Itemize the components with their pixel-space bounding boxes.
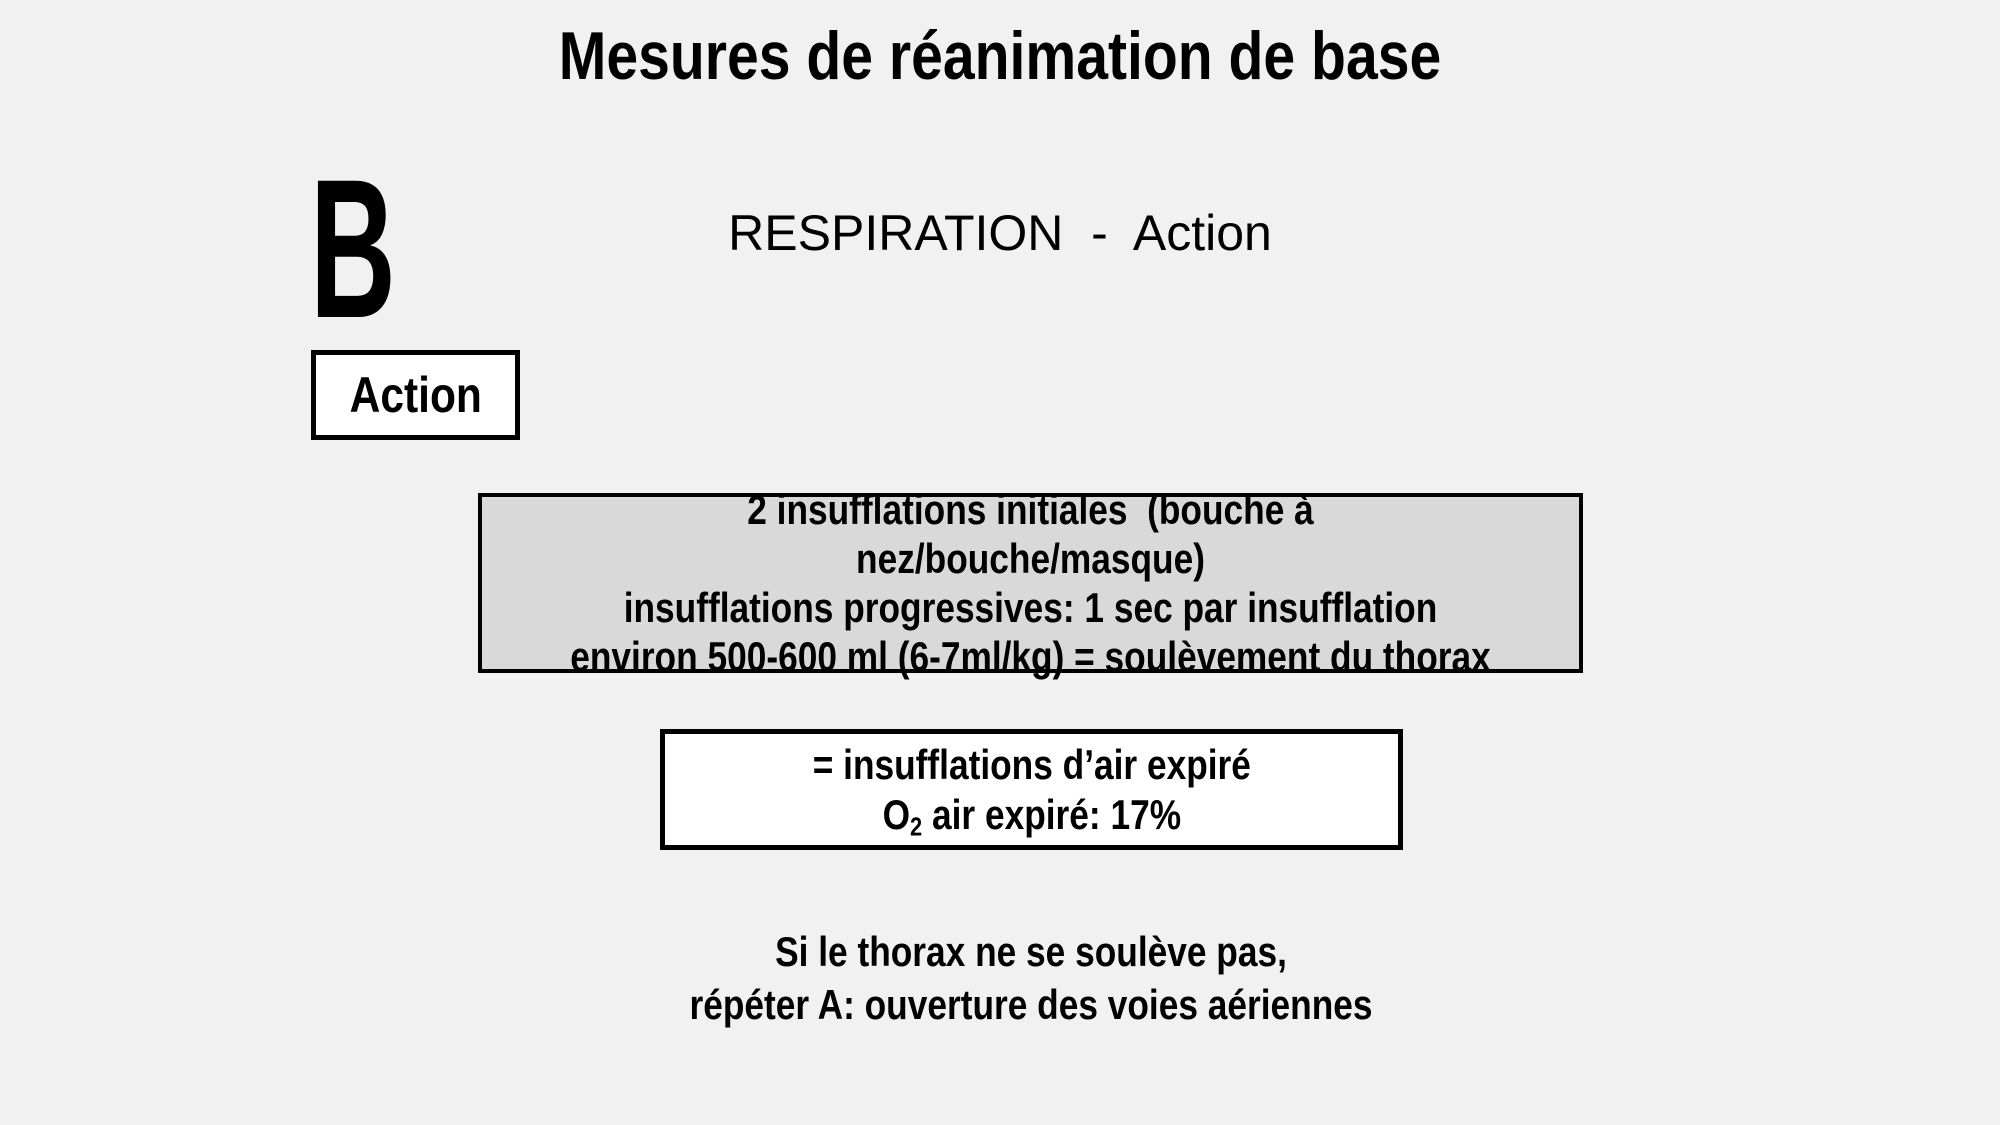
instruction-line-3: environ 500-600 ml (6-7ml/kg) = soulèvem… xyxy=(570,633,1491,680)
action-box: Action xyxy=(311,350,520,440)
o2-line-rest: air expiré: 17% xyxy=(921,790,1181,838)
instruction-line-2: insufflations progressives: 1 sec par in… xyxy=(623,584,1438,631)
o2-symbol-base: O xyxy=(882,790,910,838)
o2-symbol-subscript: 2 xyxy=(909,811,922,841)
action-box-label: Action xyxy=(349,367,482,423)
note-text: Si le thorax ne se soulève pas, répéter … xyxy=(191,925,1871,1031)
info-line-1: = insufflations d’air expiré xyxy=(812,740,1251,788)
note-line-2: répéter A: ouverture des voies aériennes xyxy=(689,981,1373,1028)
info-line-2: O2 air expiré: 17% xyxy=(812,790,1250,840)
respiration-heading: RESPIRATION - Action xyxy=(728,205,1272,261)
section-letter-b: B xyxy=(310,138,396,359)
info-box: = insufflations d’air expiré O2 air expi… xyxy=(660,729,1403,850)
instruction-line-1: 2 insufflations initiales (bouche à nez/… xyxy=(747,486,1324,582)
note-line-1: Si le thorax ne se soulève pas, xyxy=(775,928,1287,975)
slide-title: Mesures de réanimation de base xyxy=(558,18,1442,94)
instruction-box: 2 insufflations initiales (bouche à nez/… xyxy=(478,486,1583,680)
